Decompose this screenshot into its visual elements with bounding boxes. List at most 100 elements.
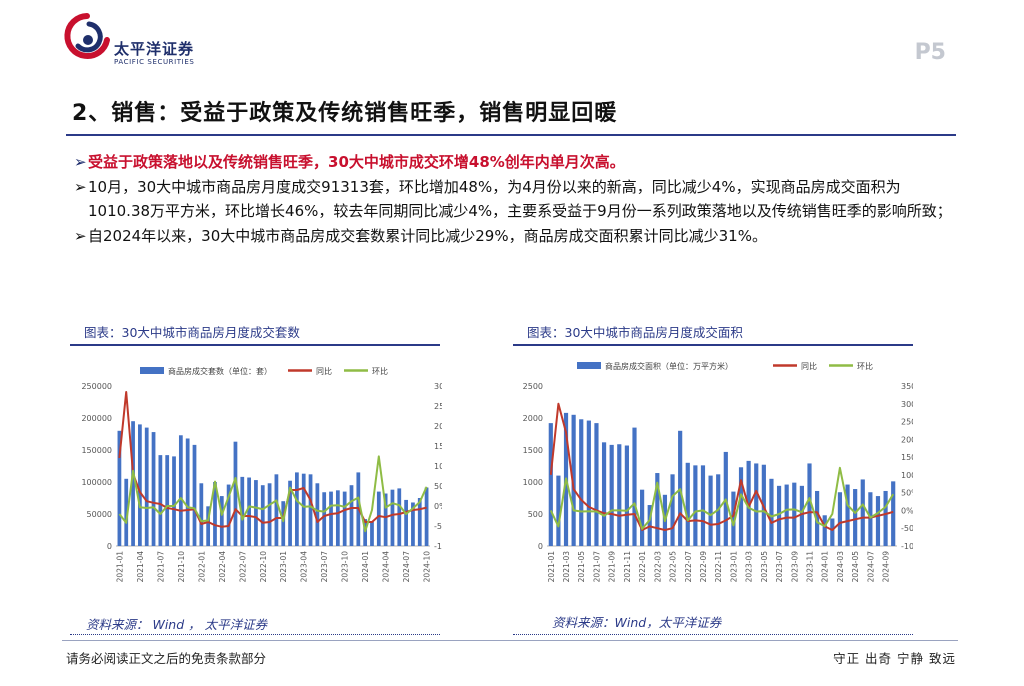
line-mom: [118, 455, 428, 533]
y-right-tick-label: 300%: [434, 382, 442, 391]
bar: [254, 480, 258, 546]
company-motto: 守正 出奇 宁静 致远: [833, 651, 956, 666]
y-left-tick-label: 0: [107, 542, 112, 551]
x-tick-label: 2022-07: [238, 551, 247, 583]
bar: [579, 419, 584, 546]
bar: [308, 474, 313, 546]
x-tick-label: 2023-03: [745, 551, 754, 583]
chart-units: 商品房成交套数（单位：套） 同比 环比 0 50000 100000 150000 20000…: [70, 350, 460, 598]
bar: [776, 485, 782, 546]
bar: [329, 491, 333, 546]
bar: [632, 427, 637, 546]
legend-label: 环比: [857, 361, 873, 371]
x-tick-label: 2023-11: [806, 551, 815, 583]
y-right-tick-label: 300%: [901, 400, 913, 409]
bar: [315, 483, 320, 546]
x-tick-label: 2023-10: [341, 551, 350, 583]
legend-swatch-bar: [577, 362, 601, 369]
brand-name-en: PACIFIC SECURITIES: [114, 58, 195, 66]
bar: [165, 455, 170, 546]
y-left-tick-label: 1000: [523, 478, 543, 487]
bar: [295, 472, 299, 546]
x-tick-label: 2022-01: [197, 551, 206, 583]
x-tick-label: 2021-07: [592, 551, 601, 583]
disclaimer-link[interactable]: 请务必阅读正文之后的免责条款部分: [66, 651, 267, 666]
bar: [609, 444, 614, 546]
chart-caption-units: 图表：30大中城市商品房月度成交套数: [84, 325, 300, 340]
y-left-tick-label: 2500: [523, 382, 543, 391]
bullet-lead: ➢ 受益于政策落地以及传统销售旺季，30大中城市成交环增48%创年内单月次高。: [74, 150, 954, 175]
bar: [342, 491, 347, 546]
pacific-securities-logo-icon: [64, 13, 110, 59]
bar: [769, 478, 774, 546]
y-left-tick-label: 1500: [523, 446, 543, 455]
y-left-tick-label: 150000: [81, 446, 112, 455]
caption-divider: [513, 344, 913, 346]
bar: [883, 490, 888, 546]
bar: [655, 473, 660, 546]
source-divider: [70, 634, 440, 635]
x-tick-label: 2021-11: [623, 551, 632, 583]
x-tick-label: 2023-01: [729, 551, 738, 583]
bullet-arrow-icon: ➢: [74, 226, 87, 245]
bar: [685, 462, 690, 546]
line-yoy: [118, 391, 427, 528]
source-note-right: 资料来源：Wind，太平洋证券: [552, 615, 722, 630]
bar: [281, 501, 286, 546]
y-right-tick-label: 150%: [901, 453, 913, 462]
bar: [708, 475, 713, 546]
line-mom: [549, 466, 895, 530]
x-tick-label: 2022-05: [669, 551, 678, 583]
y-right-tick-label: 100%: [901, 471, 913, 480]
bar: [815, 490, 820, 546]
x-tick-label: 2021-05: [577, 551, 586, 583]
bar: [199, 483, 204, 546]
chart-area: 商品房成交面积（单位：万平方米） 同比 环比 0 500 1000 1500 2000 2500…: [513, 350, 928, 598]
y-right-tick-label: -100%: [901, 542, 913, 551]
x-tick-label: 2024-01: [361, 551, 370, 583]
x-tick-label: 2023-05: [760, 551, 769, 583]
bar: [731, 491, 736, 546]
section-title: 2、销售：受益于政策及传统销售旺季，销售明显回暖: [72, 101, 618, 126]
bar: [124, 478, 129, 546]
bar: [260, 485, 265, 546]
bar: [301, 473, 306, 546]
x-tick-label: 2024-10: [423, 551, 432, 583]
bar: [837, 492, 843, 546]
bar: [875, 496, 881, 546]
y-left-tick-label: 0: [538, 542, 543, 551]
x-tick-label: 2023-09: [790, 551, 799, 583]
bar: [738, 467, 744, 546]
x-tick-label: 2022-01: [638, 551, 647, 583]
bullet-item: ➢ 10月，30大中城市商品房月度成交91313套，环比增加48%，为4月份以来…: [74, 175, 954, 224]
y-left-tick-label: 100000: [81, 478, 112, 487]
x-tick-label: 2021-04: [136, 551, 145, 583]
y-right-tick-label: 50%: [434, 482, 442, 491]
x-tick-label: 2022-07: [684, 551, 693, 583]
x-tick-label: 2022-11: [714, 551, 723, 583]
bar: [548, 423, 553, 546]
bar: [891, 481, 896, 546]
bar: [594, 423, 599, 546]
source-note-left: 资料来源： Wind ， 太平洋证券: [86, 617, 268, 632]
company-logo: 太平洋证券 PACIFIC SECURITIES: [62, 10, 212, 72]
bullet-item: ➢ 自2024年以来，30大中城市商品房成交套数累计同比减少29%，商品房成交面…: [74, 224, 954, 249]
bar: [233, 441, 238, 546]
y-left-tick-label: 500: [528, 510, 543, 519]
bar: [640, 489, 645, 546]
page-number: P5: [914, 40, 946, 65]
y-right-tick-label: 0%: [434, 502, 442, 511]
y-right-tick-label: 0%: [901, 506, 913, 515]
y-right-tick-label: -50%: [901, 524, 913, 533]
bar: [853, 489, 858, 546]
x-tick-label: 2021-01: [547, 551, 556, 583]
x-tick-label: 2022-09: [699, 551, 708, 583]
bar: [247, 477, 251, 546]
brand-name-cn: 太平洋证券: [114, 40, 195, 58]
bar: [624, 445, 629, 546]
bar: [784, 484, 789, 546]
y-right-tick-label: 50%: [901, 489, 913, 498]
bar: [185, 438, 190, 546]
bar: [172, 456, 176, 546]
bar: [411, 502, 415, 546]
